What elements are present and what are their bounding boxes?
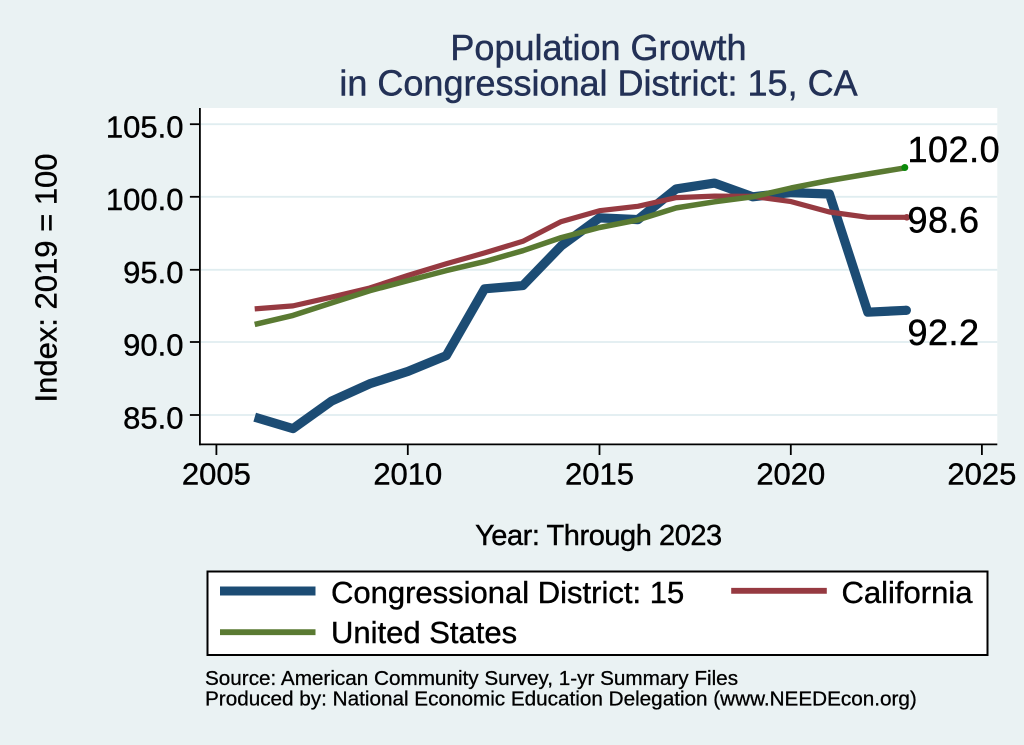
svg-text:98.6: 98.6 [908, 199, 980, 240]
svg-text:2015: 2015 [565, 456, 634, 491]
svg-text:United States: United States [331, 615, 517, 650]
svg-text:Source: American Community Sur: Source: American Community Survey, 1-yr … [205, 667, 738, 690]
svg-text:Index: 2019 = 100: Index: 2019 = 100 [29, 153, 64, 402]
svg-text:2025: 2025 [947, 456, 1016, 491]
svg-text:2020: 2020 [756, 456, 825, 491]
svg-text:90.0: 90.0 [123, 327, 183, 362]
svg-text:California: California [842, 575, 974, 610]
svg-text:in Congressional District: 15,: in Congressional District: 15, CA [339, 62, 857, 103]
svg-text:Produced by: National Economic: Produced by: National Economic Education… [205, 687, 917, 710]
svg-text:2005: 2005 [182, 456, 251, 491]
svg-text:95.0: 95.0 [123, 255, 183, 290]
svg-text:105.0: 105.0 [106, 110, 184, 145]
svg-text:Congressional District: 15: Congressional District: 15 [331, 575, 684, 610]
svg-text:100.0: 100.0 [106, 182, 184, 217]
svg-text:92.2: 92.2 [908, 312, 980, 353]
svg-text:85.0: 85.0 [123, 400, 183, 435]
svg-text:Year: Through 2023: Year: Through 2023 [475, 520, 722, 552]
svg-text:Population Growth: Population Growth [450, 27, 746, 68]
svg-text:2010: 2010 [373, 456, 442, 491]
svg-text:102.0: 102.0 [908, 129, 1001, 170]
